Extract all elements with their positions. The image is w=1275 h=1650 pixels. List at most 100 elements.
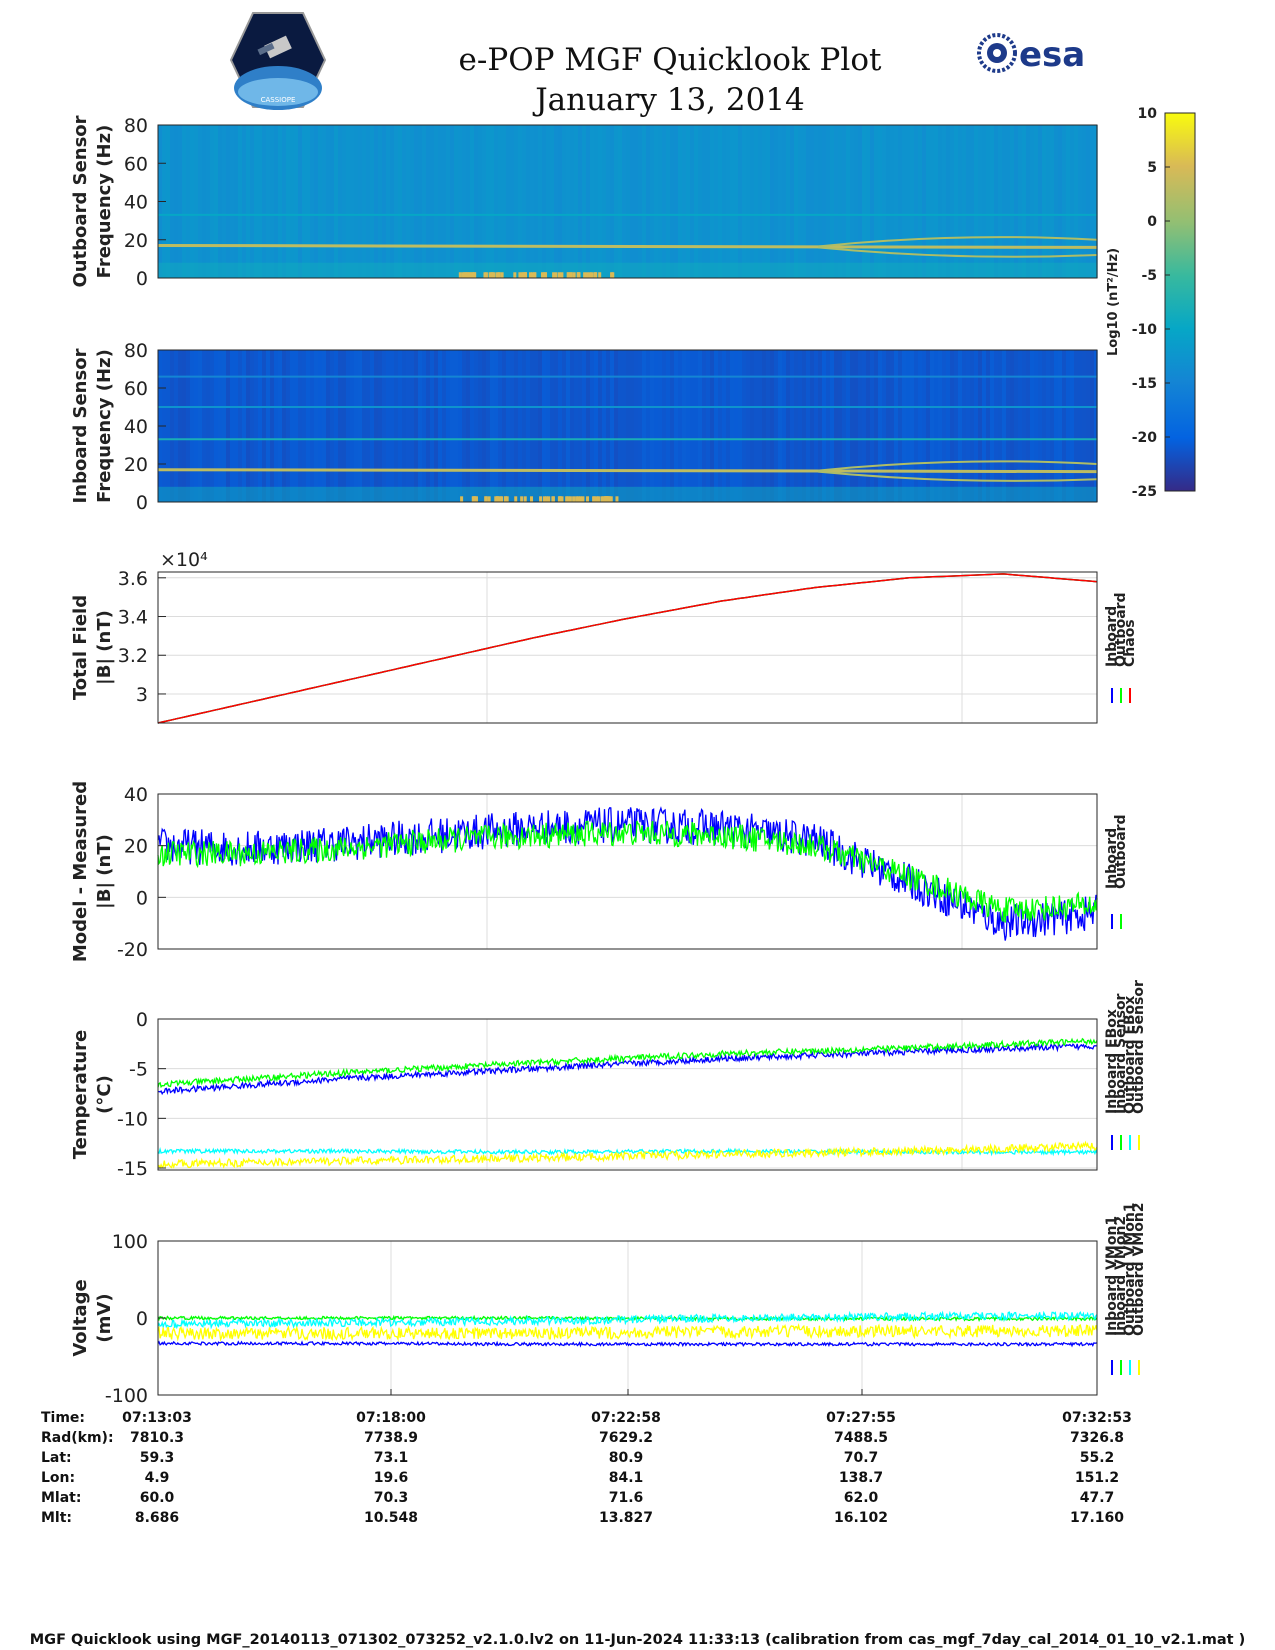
spectrogram-column <box>794 350 798 502</box>
spectrogram-hotspot <box>598 272 602 278</box>
spectrogram-column <box>662 125 666 278</box>
spectral-line <box>817 246 1098 258</box>
spectrogram-column <box>1006 350 1010 502</box>
spectrogram-background <box>158 350 1097 502</box>
colorbar-tick-label: -25 <box>1132 484 1157 500</box>
y-tick-label: 0 <box>136 887 148 909</box>
spectrogram-lowband <box>158 262 1097 278</box>
spectrogram-column <box>546 350 550 502</box>
spectrogram-column <box>670 350 674 502</box>
spectrogram-hotspot <box>500 496 504 502</box>
ephemeris-cell: 62.0 <box>843 1490 879 1506</box>
spectrogram-hotspot <box>488 272 492 278</box>
y-tick-label: -20 <box>117 939 148 961</box>
spectrogram-column <box>310 125 314 278</box>
y-axis-label: Voltage <box>70 1279 91 1356</box>
spectrogram-hotspot <box>586 496 590 502</box>
spectrogram-column <box>530 350 534 502</box>
spectrogram-column <box>466 350 470 502</box>
spectrogram-hotspot <box>543 272 547 278</box>
spectrogram-hotspot <box>603 496 607 502</box>
spectrogram-column <box>878 350 882 502</box>
spectrogram-hotspot <box>557 272 561 278</box>
ephemeris-row-label: Mlt: <box>41 1510 73 1526</box>
spectrogram-hotspot <box>583 272 587 278</box>
spectrogram-column <box>866 350 870 502</box>
legend-label: Chaos <box>1122 619 1138 667</box>
y-tick-label: -15 <box>117 1158 148 1180</box>
spectrogram-column <box>626 125 630 278</box>
spectrogram-column <box>918 125 922 278</box>
spectrogram-column <box>982 350 986 502</box>
spectrogram-column <box>926 350 930 502</box>
spectrogram-column <box>178 350 182 502</box>
spectrogram-column <box>518 125 522 278</box>
y-axis-label: Temperature <box>70 1030 91 1159</box>
y-tick-label: 40 <box>124 416 148 438</box>
spectrogram-column <box>798 125 802 278</box>
spectrogram-hotspot <box>592 496 596 502</box>
spectrogram-column <box>746 350 750 502</box>
spectrogram-column <box>586 350 590 502</box>
spectrogram-column <box>1082 350 1086 502</box>
ephemeris-cell: 16.102 <box>833 1510 889 1526</box>
ephemeris-cell: 19.6 <box>373 1470 409 1486</box>
y-tick-label: 0 <box>136 1308 148 1330</box>
spectrogram-column <box>946 125 950 278</box>
spectrogram-column <box>666 350 670 502</box>
spectrogram-hotspot <box>565 496 569 502</box>
spectrogram-column <box>822 125 826 278</box>
y-tick-label: 0 <box>136 268 148 290</box>
spectrogram-column <box>406 350 410 502</box>
spectrogram-column <box>690 125 694 278</box>
spectrogram-column <box>294 125 298 278</box>
spectrogram-column <box>194 125 198 278</box>
spectrogram-column <box>394 350 398 502</box>
spectrogram-hotspot <box>495 272 499 278</box>
spectrogram-column <box>474 350 478 502</box>
spectrogram-column <box>782 125 786 278</box>
spectrogram-column <box>1082 125 1086 278</box>
spectrogram-column <box>606 350 610 502</box>
spectrogram-column <box>738 125 742 278</box>
spectrogram-column <box>458 125 462 278</box>
spectrogram-column <box>1066 125 1070 278</box>
spectrogram-column <box>966 350 970 502</box>
spectrogram-column <box>794 125 798 278</box>
spectrogram-column <box>830 350 834 502</box>
spectrogram-column <box>506 350 510 502</box>
exponent-label: ×10⁴ <box>160 549 208 571</box>
spectrogram-hotspot <box>569 272 573 278</box>
legend-label: Outboard Sensor <box>1131 980 1147 1114</box>
spectrogram-column <box>590 350 594 502</box>
spectrogram-column <box>934 350 938 502</box>
spectrogram-column <box>730 125 734 278</box>
spectrogram-column <box>870 350 874 502</box>
spectrogram-column <box>498 125 502 278</box>
ephemeris-cell: 07:32:53 <box>1062 1410 1132 1426</box>
ephemeris-cell: 07:18:00 <box>356 1410 426 1426</box>
spectrogram-column <box>238 125 242 278</box>
y-tick-label: 20 <box>124 230 148 252</box>
spectrogram-column <box>938 350 942 502</box>
spectrogram-column <box>674 125 678 278</box>
colorbar: 10 5 0 -5 -10 -15 -20 -25 Log10 (nT²/Hz) <box>1106 106 1196 500</box>
ephemeris-row-label: Lon: <box>41 1470 76 1486</box>
spectrogram-column <box>906 350 910 502</box>
spectrogram-column <box>1018 125 1022 278</box>
spectrogram-hotspot <box>581 496 585 502</box>
spectrogram-column <box>454 350 458 502</box>
spectrogram-column <box>582 350 586 502</box>
spectrogram-column <box>1054 125 1058 278</box>
spectrogram-column <box>638 350 642 502</box>
spectrogram-hotspot <box>588 272 592 278</box>
spectrogram-column <box>510 350 514 502</box>
y-tick-label: 0 <box>136 492 148 514</box>
spectrogram-column <box>990 125 994 278</box>
spectrogram-column <box>706 350 710 502</box>
spectrogram-column <box>250 125 254 278</box>
spectrogram-hotspot <box>595 496 599 502</box>
